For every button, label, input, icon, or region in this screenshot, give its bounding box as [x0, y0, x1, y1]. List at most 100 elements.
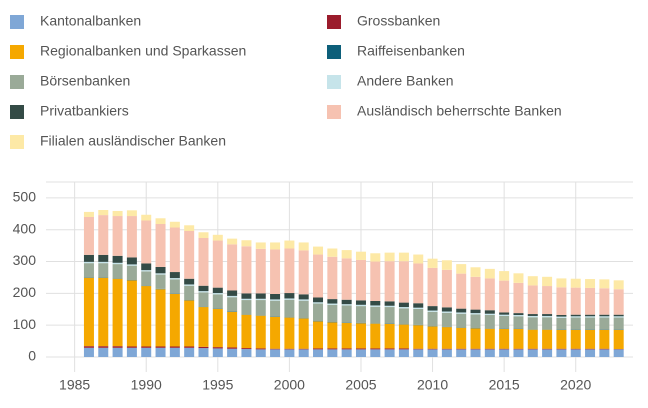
bar-segment — [156, 267, 166, 273]
bar-segment — [556, 330, 566, 349]
bar-segment — [542, 349, 552, 350]
bar-segment — [299, 250, 309, 294]
bar-segment — [84, 217, 94, 255]
bar-segment — [471, 313, 481, 314]
bar-segment — [413, 263, 423, 303]
bar-segment — [184, 225, 194, 231]
bar-segment — [113, 263, 123, 264]
bar-segment — [284, 293, 294, 298]
bar-segment — [556, 278, 566, 287]
bar-segment — [385, 349, 395, 357]
bar-segment — [156, 218, 166, 224]
bar-segment — [98, 255, 108, 262]
bar-segment — [170, 347, 180, 348]
bar-segment — [327, 349, 337, 357]
bar-segment — [241, 246, 251, 293]
bar-segment — [614, 280, 624, 289]
bar-segment — [413, 325, 423, 349]
bar-segment — [542, 314, 552, 316]
bar-segment — [442, 349, 452, 350]
bar-segment — [170, 279, 180, 293]
bar-segment — [399, 308, 409, 324]
bar-segment — [184, 286, 194, 300]
bar-segment — [113, 264, 123, 278]
bar-segment — [556, 287, 566, 315]
bar-segment — [399, 261, 409, 302]
bar-segment — [241, 349, 251, 357]
bar-segment — [284, 298, 294, 299]
bar-segment — [127, 210, 137, 216]
bar-segment — [313, 348, 323, 349]
bar-segment — [127, 280, 137, 346]
bar-segment — [356, 252, 366, 260]
bar-segment — [471, 314, 481, 328]
bar-segment — [485, 315, 495, 328]
x-tick-label: 1985 — [59, 377, 90, 393]
bar-segment — [256, 249, 266, 294]
bar-segment — [456, 314, 466, 328]
bar-segment — [113, 279, 123, 346]
bar-segment — [170, 228, 180, 273]
bar-segment — [614, 330, 624, 349]
bar-segment — [313, 304, 323, 322]
bar-segment — [599, 288, 609, 314]
legend-label: Filialen ausländischer Banken — [40, 133, 226, 149]
x-tick-label: 1995 — [202, 377, 233, 393]
bar-segment — [370, 349, 380, 357]
bar-segment — [556, 315, 566, 317]
bar-segment — [342, 349, 352, 357]
bar-segment — [599, 315, 609, 317]
bar-segment — [113, 216, 123, 256]
bar-segment — [370, 253, 380, 261]
bar-segment — [184, 279, 194, 285]
bar-segment — [198, 286, 208, 291]
bar-segment — [213, 348, 223, 357]
legend-swatch — [327, 15, 341, 29]
bar-segment — [356, 323, 366, 348]
bar-segment — [571, 349, 581, 357]
bar-segment — [127, 266, 137, 280]
bar-segment — [542, 317, 552, 329]
bar-segment — [98, 263, 108, 277]
bar-segment — [184, 347, 194, 348]
bar-segment — [499, 315, 509, 316]
bar-segment — [227, 296, 237, 297]
bar-segment — [571, 315, 581, 317]
legend-swatch — [10, 15, 24, 29]
bar-segment — [428, 349, 438, 357]
bar-segment — [141, 221, 151, 264]
bar-segment — [156, 289, 166, 346]
legend-swatch — [327, 75, 341, 89]
bar-segment — [284, 349, 294, 350]
bar-segment — [585, 315, 595, 317]
bar-segment — [327, 304, 337, 305]
bar-segment — [256, 242, 266, 248]
bar-segment — [385, 348, 395, 349]
bar-segment — [528, 314, 538, 316]
bar-segment — [342, 304, 352, 305]
bar-segment — [141, 347, 151, 348]
bar-segment — [241, 293, 251, 298]
bar-segment — [428, 349, 438, 350]
bar-segment — [256, 293, 266, 298]
bar-segment — [170, 348, 180, 357]
bar-segment — [84, 278, 94, 346]
bar-segment — [141, 270, 151, 271]
bar-segment — [399, 253, 409, 262]
bar-segment — [542, 277, 552, 286]
legend-swatch — [327, 45, 341, 59]
bar-segment — [170, 278, 180, 279]
bar-segment — [270, 317, 280, 349]
x-tick-label: 1990 — [131, 377, 162, 393]
bar-segment — [456, 309, 466, 313]
bar-segment — [170, 294, 180, 347]
bar-segment — [499, 316, 509, 329]
bar-segment — [141, 286, 151, 346]
bar-segment — [84, 348, 94, 357]
bar-segment — [342, 300, 352, 304]
bar-segment — [542, 286, 552, 314]
bar-segment — [198, 348, 208, 357]
bar-segment — [213, 347, 223, 348]
bar-segment — [198, 232, 208, 238]
bar-segment — [156, 348, 166, 357]
